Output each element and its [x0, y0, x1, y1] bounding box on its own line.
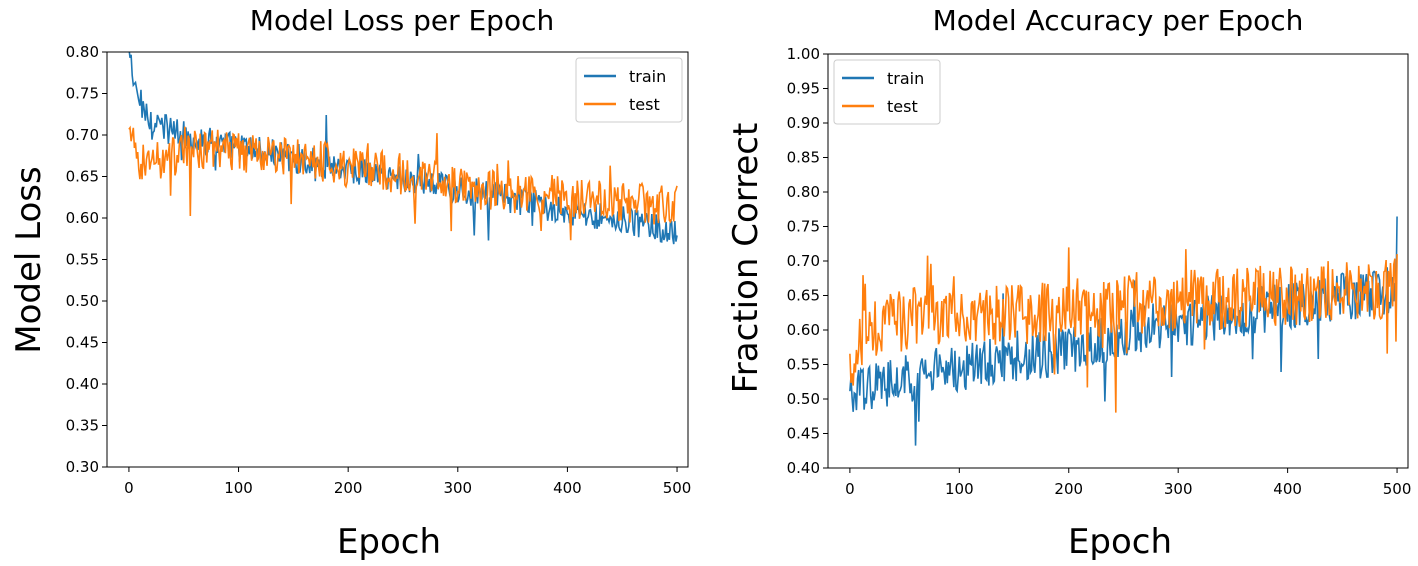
y-tick-label: 0.70: [787, 252, 820, 270]
y-tick-label: 0.90: [787, 114, 820, 132]
accuracy-chart: Model Accuracy per Epoch Epoch Fraction …: [709, 0, 1418, 566]
series-line-train: [849, 216, 1398, 446]
series-line-test: [128, 125, 678, 241]
y-tick-label: 0.75: [787, 218, 820, 236]
legend-box: [833, 59, 941, 125]
y-tick-label: 0.65: [66, 168, 99, 186]
x-tick-label: 200: [334, 479, 363, 497]
legend-label-train: train: [629, 67, 666, 86]
y-tick-label: 0.40: [66, 375, 99, 393]
y-tick-label: 0.50: [66, 292, 99, 310]
legend-label-test: test: [629, 95, 660, 114]
x-tick-label: 0: [845, 480, 855, 498]
y-tick-label: 0.30: [66, 458, 99, 476]
y-tick-label: 0.85: [787, 149, 820, 167]
y-tick-label: 0.70: [66, 126, 99, 144]
loss-chart-xlabel: Epoch: [337, 522, 441, 562]
x-tick-label: 200: [1054, 480, 1083, 498]
y-tick-label: 0.55: [787, 356, 820, 374]
accuracy-chart-ylabel: Fraction Correct: [726, 123, 766, 394]
y-tick-label: 0.45: [66, 334, 99, 352]
loss-chart-title: Model Loss per Epoch: [250, 4, 554, 37]
legend: train test: [833, 59, 941, 125]
accuracy-chart-svg: Model Accuracy per Epoch Epoch Fraction …: [726, 4, 1412, 562]
y-tick-label: 0.55: [66, 251, 99, 269]
y-tick-label: 0.60: [66, 209, 99, 227]
y-tick-label: 0.45: [787, 425, 820, 443]
accuracy-chart-xlabel: Epoch: [1068, 522, 1172, 562]
y-tick-label: 1.00: [787, 45, 820, 63]
legend: train test: [575, 57, 683, 123]
y-tick-label: 0.75: [66, 85, 99, 103]
legend-label-test: test: [887, 97, 918, 116]
legend-label-train: train: [887, 69, 924, 88]
x-tick-label: 100: [224, 479, 253, 497]
y-tick-label: 0.80: [787, 183, 820, 201]
loss-chart: Model Loss per Epoch Epoch Model Loss 0.…: [9, 4, 692, 562]
x-tick-label: 100: [945, 480, 974, 498]
x-tick-label: 400: [553, 479, 582, 497]
y-tick-label: 0.50: [787, 390, 820, 408]
y-tick-label: 0.40: [787, 459, 820, 477]
y-tick-label: 0.35: [66, 417, 99, 435]
y-tick-label: 0.95: [787, 80, 820, 98]
x-tick-label: 500: [1383, 480, 1412, 498]
series-line-test: [849, 247, 1398, 413]
x-tick-label: 300: [1164, 480, 1193, 498]
x-tick-label: 400: [1273, 480, 1302, 498]
accuracy-chart-plot: 0.40 0.45 0.50 0.55 0.60 0.65 0.70 0.75 0.80 0.85…: [787, 45, 1412, 498]
legend-box: [575, 57, 683, 123]
y-tick-label: 0.80: [66, 43, 99, 61]
x-tick-label: 0: [124, 479, 134, 497]
loss-chart-ylabel: Model Loss: [9, 166, 49, 353]
loss-chart-svg: Model Loss per Epoch Epoch Model Loss 0.…: [9, 4, 692, 562]
accuracy-chart-title: Model Accuracy per Epoch: [933, 4, 1304, 37]
loss-chart-plot: 0.30 0.35 0.40 0.45 0.50 0.55 0.60 0.65 0.70 0.75…: [66, 43, 692, 497]
x-tick-label: 300: [443, 479, 472, 497]
x-tick-label: 500: [663, 479, 692, 497]
y-tick-label: 0.60: [787, 321, 820, 339]
y-tick-label: 0.65: [787, 287, 820, 305]
